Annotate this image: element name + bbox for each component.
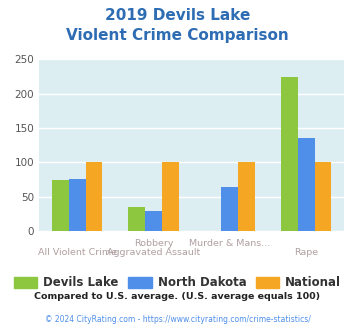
Legend: Devils Lake, North Dakota, National: Devils Lake, North Dakota, National <box>9 272 346 294</box>
Text: Robbery: Robbery <box>134 239 173 248</box>
Text: © 2024 CityRating.com - https://www.cityrating.com/crime-statistics/: © 2024 CityRating.com - https://www.city… <box>45 315 310 324</box>
Bar <box>129 207 145 231</box>
Bar <box>238 162 255 231</box>
Text: 2019 Devils Lake: 2019 Devils Lake <box>105 8 250 23</box>
Bar <box>162 162 179 231</box>
Text: Compared to U.S. average. (U.S. average equals 100): Compared to U.S. average. (U.S. average … <box>34 292 321 301</box>
Bar <box>69 179 86 231</box>
Text: Rape: Rape <box>294 248 318 257</box>
Text: Murder & Mans...: Murder & Mans... <box>189 239 271 248</box>
Bar <box>52 180 69 231</box>
Bar <box>222 187 238 231</box>
Text: Aggravated Assault: Aggravated Assault <box>107 248 200 257</box>
Bar <box>145 211 162 231</box>
Text: All Violent Crime: All Violent Crime <box>38 248 117 257</box>
Text: Violent Crime Comparison: Violent Crime Comparison <box>66 28 289 43</box>
Bar <box>298 138 315 231</box>
Bar <box>86 162 102 231</box>
Bar <box>281 77 298 231</box>
Bar <box>315 162 331 231</box>
